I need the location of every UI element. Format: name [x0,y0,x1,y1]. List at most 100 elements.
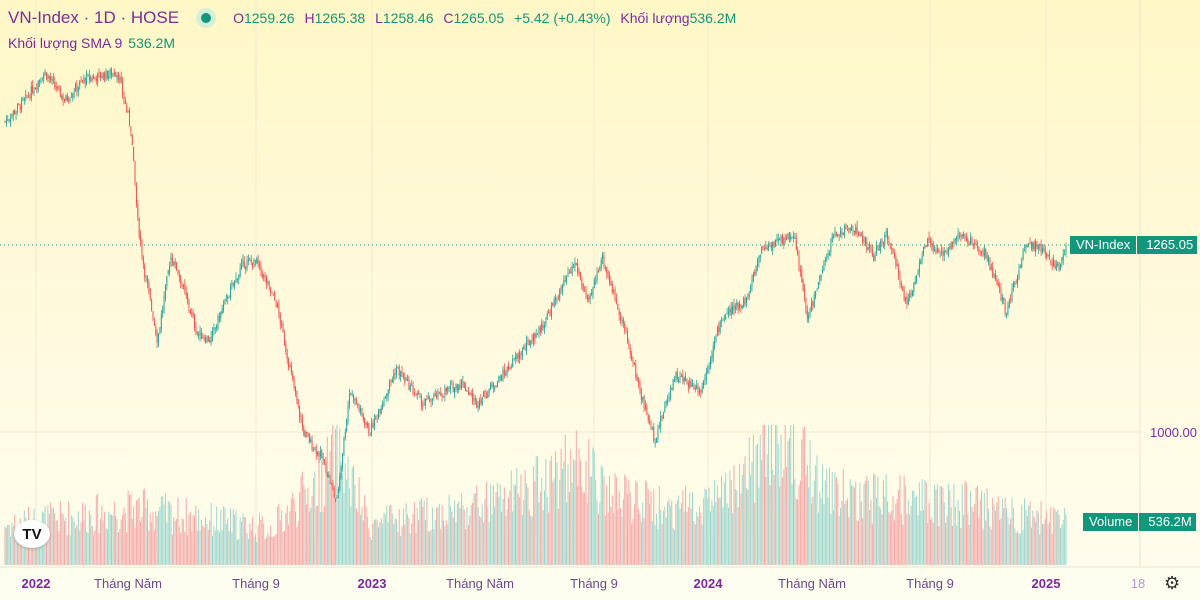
volume-bar [466,507,468,565]
candle [376,418,378,420]
volume-bar [202,525,204,565]
candle [676,371,678,381]
volume-sma-legend[interactable]: Khối lượng SMA 9 536.2M [8,35,175,51]
candle [467,391,469,395]
volume-bar [335,429,337,565]
volume-bar [812,496,814,565]
volume-bar [231,532,233,565]
volume-bar [950,507,952,565]
candle [840,230,842,235]
candle [970,238,972,245]
volume-bar [613,512,615,565]
volume-bar [563,461,565,565]
volume-bar [1055,511,1057,565]
volume-bar [200,519,202,565]
volume-bar [141,516,143,565]
volume-bar [853,487,855,565]
volume-bar [308,511,310,565]
candle [1026,245,1028,247]
candle [402,375,404,378]
candle [487,392,489,399]
volume-bar [167,501,169,565]
volume-bar [968,524,970,565]
volume-bar [488,522,490,565]
candle [537,333,539,335]
volume-bar [664,506,666,565]
candle [288,359,290,368]
volume-bar [158,510,160,565]
volume-bar [431,507,433,565]
candle [371,423,373,434]
candle [615,299,617,304]
volume-bar [701,524,703,565]
settings-icon[interactable]: ⚙ [1164,573,1181,593]
candle [988,257,990,262]
volume-bar [996,502,998,565]
volume-bar [124,512,126,565]
candle [577,263,579,273]
volume-bar [552,482,554,565]
candle [282,324,284,333]
candle [440,392,442,396]
volume-bar [169,501,171,565]
volume-bar [864,480,866,565]
volume-bar [84,505,86,565]
volume-bar [391,513,393,565]
volume-bar [532,466,534,565]
volume-bar [887,501,889,565]
candle [289,365,291,367]
volume-bar [1028,505,1030,565]
candle [436,394,438,399]
volume-bar [1019,533,1021,565]
candle [715,335,717,341]
candle [478,400,480,408]
candle [134,162,136,184]
candle [510,366,512,369]
candle [751,279,753,287]
volume-tag: Volume 536.2M [1083,513,1196,531]
candle [528,340,530,346]
volume-bar [826,469,828,565]
candle [28,95,30,97]
candle [58,85,60,88]
tradingview-logo[interactable]: TV [14,520,50,548]
symbol-title[interactable]: VN-Index · 1D · HOSE [8,8,180,27]
volume-bar [311,496,313,565]
candle [674,380,676,382]
candle [505,373,507,376]
volume-bar [633,504,635,565]
volume-bar [411,523,413,565]
candle [633,363,635,366]
candle [929,240,931,243]
volume-bar [492,485,494,565]
candle [422,405,424,407]
candle [115,75,117,77]
candle [249,258,251,261]
candle [835,232,837,236]
volume-bar [476,485,478,565]
candle [888,240,890,245]
candle [597,271,599,273]
volume-bar [330,434,332,565]
candle [844,225,846,237]
candle [142,256,144,264]
candle [455,384,457,389]
candle [131,134,133,145]
candle [816,290,818,292]
volume-bar [531,516,533,565]
volume-bar [329,451,331,565]
volume-bar [339,427,341,565]
volume-bar [736,490,738,565]
volume-bar [81,502,83,565]
volume-bar [917,515,919,565]
volume-bar [978,517,980,565]
volume-bar [849,479,851,565]
candle [180,275,182,284]
volume-bar [837,483,839,565]
volume-bar [437,507,439,565]
volume-bar [739,463,741,565]
volume-bar [668,499,670,565]
market-status-icon[interactable] [201,13,212,23]
candle [285,343,287,352]
